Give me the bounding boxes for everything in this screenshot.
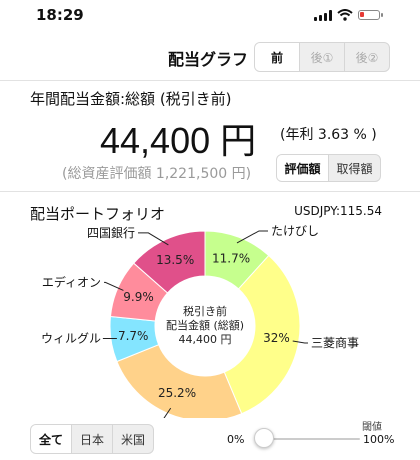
slice-percent-label: 25.2% (158, 386, 196, 400)
slice-percent-label: 13.5% (156, 253, 194, 267)
donut-center-line2: 配当金額 (総額) (166, 318, 244, 332)
status-time: 18:29 (36, 6, 84, 24)
donut-center-line1: 税引き前 (183, 304, 227, 318)
portfolio-label: 配当ポートフォリオ (30, 205, 166, 223)
slice-percent-label: 7.7% (118, 329, 149, 343)
threshold-slider-track[interactable] (262, 438, 360, 440)
threshold-title: 閾値 (362, 422, 382, 433)
status-bar: 18:29 (0, 0, 420, 30)
threshold-slider-thumb[interactable] (254, 428, 274, 448)
divider (0, 191, 420, 192)
threshold-max-label: 100% (363, 433, 395, 446)
slice-name-label: 四国銀行 (87, 226, 135, 240)
slice-name-label: 三菱商事 (311, 335, 359, 350)
donut-slice[interactable] (223, 254, 301, 415)
slice-name-label: たけびし (271, 224, 319, 238)
basis-tab-valuation[interactable]: 評価額 (277, 155, 328, 181)
slice-leader-line (236, 230, 268, 244)
filter-tab-all[interactable]: 全て (31, 425, 71, 453)
header: 配当グラフ 前 後① 後② (0, 40, 420, 74)
donut-center-line3: 44,400 円 (179, 333, 232, 346)
filter-tab-us[interactable]: 米国 (112, 425, 153, 453)
cellular-signal-icon (314, 9, 332, 21)
slice-name-label: エディオン (42, 274, 101, 289)
basis-tab-acquisition[interactable]: 取得額 (328, 155, 380, 181)
market-filter-control: 全て 日本 米国 (30, 424, 154, 454)
annual-dividend-label: 年間配当金額:総額 (税引き前) (30, 90, 232, 108)
donut-slice[interactable] (116, 344, 243, 418)
period-tab-before[interactable]: 前 (255, 43, 299, 71)
period-tab-after-2[interactable]: 後② (344, 43, 389, 71)
dividend-donut-chart: 11.7%32%25.2%7.7%9.9%13.5% たけびし三菱商事三菱ＵＦＪ… (41, 224, 359, 418)
period-tab-after-1[interactable]: 後① (299, 43, 344, 71)
slice-leader-line (138, 232, 169, 246)
wifi-icon (337, 9, 353, 21)
slice-percent-label: 32% (263, 331, 290, 345)
slice-percent-label: 9.9% (123, 290, 154, 304)
annual-yield: (年利 3.63 % ) (280, 127, 377, 143)
threshold-min-label: 0% (227, 433, 245, 446)
system-icons (314, 8, 383, 22)
slice-leader-line (163, 407, 172, 418)
page-title: 配当グラフ (168, 50, 249, 69)
slice-percent-label: 11.7% (212, 251, 250, 265)
filter-tab-japan[interactable]: 日本 (71, 425, 112, 453)
exchange-rate: USDJPY:115.54 (294, 204, 382, 218)
total-assets-value: (総資産評価額 1,221,500 円) (62, 166, 252, 182)
slice-leader-line (104, 281, 124, 291)
donut-slice[interactable] (133, 230, 206, 294)
slice-name-label: ウィルグル (41, 332, 101, 346)
divider (0, 80, 420, 81)
period-segmented-control: 前 後① 後② (254, 42, 390, 72)
valuation-basis-control: 評価額 取得額 (276, 154, 381, 182)
slice-leader-line (292, 340, 308, 344)
battery-icon (358, 10, 383, 20)
annual-dividend-amount: 44,400 円 (100, 120, 257, 161)
